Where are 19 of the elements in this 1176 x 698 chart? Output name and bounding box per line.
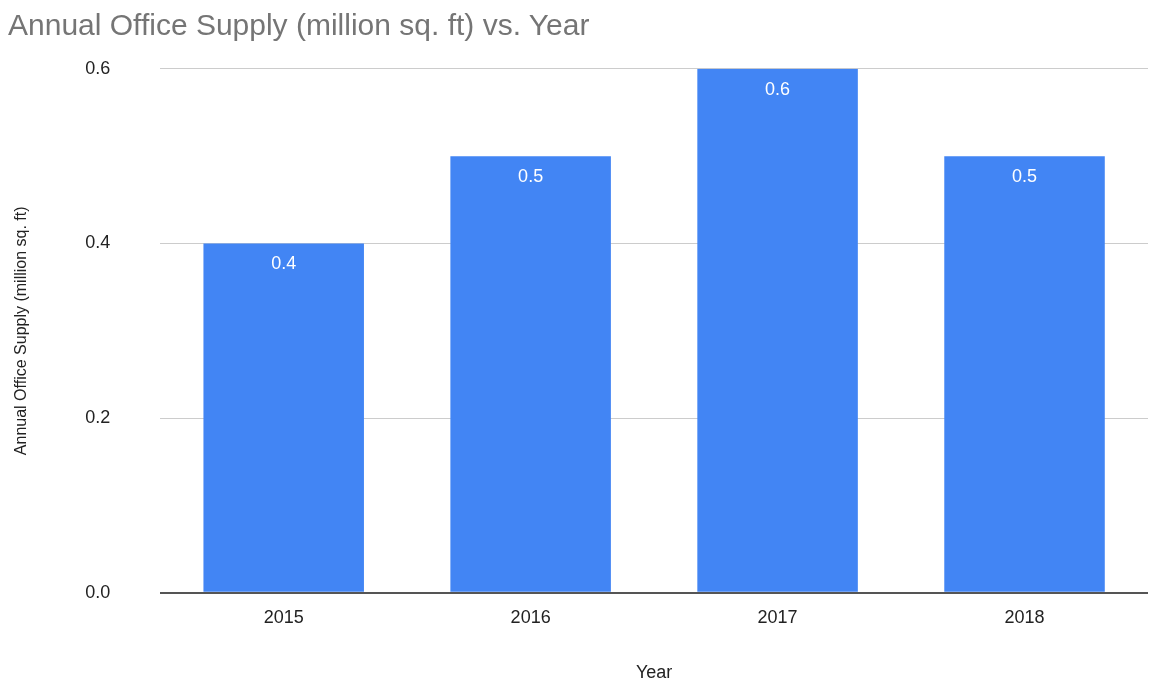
bar [944, 156, 1105, 592]
data-label: 0.5 [1012, 166, 1038, 187]
bar [450, 156, 611, 592]
x-tick-label: 2015 [263, 606, 304, 627]
y-axis-title: Annual Office Supply (million sq. ft) [12, 206, 30, 456]
x-tick-label: 2017 [757, 606, 798, 627]
chart-title: Annual Office Supply (million sq. ft) vs. Year [8, 8, 590, 42]
x-axis-title: Year [635, 662, 673, 683]
data-label: 0.5 [518, 166, 544, 187]
x-tick-label: 2016 [510, 606, 551, 627]
y-tick-label: 0.4 [85, 232, 111, 253]
data-label: 0.4 [271, 253, 297, 274]
bar [203, 243, 364, 592]
y-tick-label: 0.0 [85, 581, 111, 602]
y-tick-label: 0.6 [85, 57, 111, 78]
x-tick-label: 2018 [1004, 606, 1045, 627]
y-tick-label: 0.2 [85, 407, 111, 428]
data-label: 0.6 [765, 78, 791, 99]
bar [697, 68, 858, 592]
